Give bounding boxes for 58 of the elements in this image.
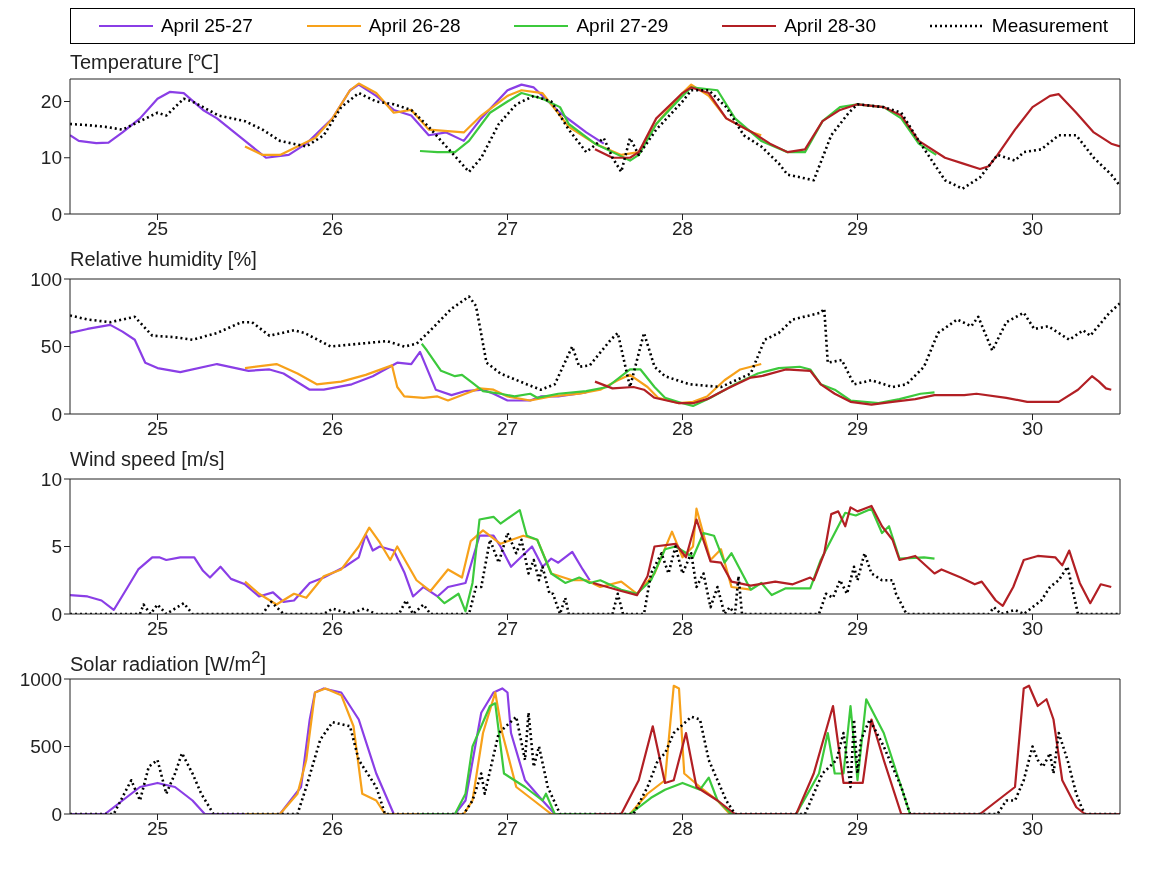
y-tick-label: 10 bbox=[40, 468, 62, 490]
legend-label: April 28-30 bbox=[784, 15, 877, 37]
line-series bbox=[593, 86, 1120, 171]
x-tick-label: 25 bbox=[146, 618, 169, 640]
y-tick-label: 20 bbox=[40, 91, 62, 113]
chart-title: Relative humidity [%] bbox=[70, 248, 258, 272]
line-series bbox=[592, 504, 1113, 607]
x-tick-label: 28 bbox=[671, 418, 694, 440]
legend-label: April 27-29 bbox=[576, 15, 669, 37]
line-series bbox=[70, 88, 1120, 190]
line-series bbox=[243, 507, 752, 606]
x-tick-label: 25 bbox=[146, 218, 169, 240]
y-tick-label: 1000 bbox=[19, 668, 62, 690]
legend-label: Measurement bbox=[991, 15, 1109, 37]
line-series bbox=[70, 533, 591, 612]
y-tick-label: 0 bbox=[51, 603, 62, 625]
line-series bbox=[593, 368, 1113, 406]
x-tick-label: 30 bbox=[1021, 818, 1044, 840]
line-series bbox=[243, 362, 763, 405]
x-tick-label: 28 bbox=[671, 818, 694, 840]
x-tick-label: 25 bbox=[146, 418, 169, 440]
x-tick-label: 25 bbox=[146, 818, 169, 840]
chart-title: Wind speed [m/s] bbox=[70, 448, 226, 472]
y-tick-label: 100 bbox=[30, 268, 62, 290]
x-tick-label: 30 bbox=[1021, 618, 1044, 640]
y-tick-label: 0 bbox=[51, 203, 62, 225]
line-series bbox=[418, 86, 938, 162]
y-tick-label: 50 bbox=[40, 336, 62, 358]
x-tick-label: 26 bbox=[321, 618, 344, 640]
x-tick-label: 27 bbox=[496, 418, 519, 440]
x-tick-label: 27 bbox=[496, 218, 519, 240]
y-tick-label: 10 bbox=[40, 147, 62, 169]
y-tick-label: 5 bbox=[51, 536, 62, 558]
legend-label: April 26-28 bbox=[368, 15, 461, 37]
x-tick-label: 26 bbox=[321, 818, 344, 840]
legend-label: April 25-27 bbox=[160, 15, 253, 37]
x-tick-label: 27 bbox=[496, 818, 519, 840]
line-series bbox=[243, 82, 763, 157]
x-tick-label: 30 bbox=[1021, 218, 1044, 240]
x-tick-label: 29 bbox=[846, 618, 869, 640]
x-tick-label: 28 bbox=[671, 218, 694, 240]
x-tick-label: 29 bbox=[846, 818, 869, 840]
y-tick-label: 0 bbox=[51, 803, 62, 825]
y-tick-label: 500 bbox=[30, 736, 62, 758]
x-tick-label: 29 bbox=[846, 218, 869, 240]
chart-title: Temperature [℃] bbox=[70, 50, 220, 73]
x-tick-label: 27 bbox=[496, 618, 519, 640]
y-tick-label: 0 bbox=[51, 403, 62, 425]
line-series bbox=[420, 342, 936, 407]
x-tick-label: 29 bbox=[846, 418, 869, 440]
x-tick-label: 26 bbox=[321, 218, 344, 240]
line-series bbox=[436, 507, 936, 613]
x-tick-label: 26 bbox=[321, 418, 344, 440]
chart-title: Solar radiation [W/m$^{2}$] bbox=[70, 648, 267, 675]
line-series bbox=[70, 295, 1120, 391]
x-tick-label: 28 bbox=[671, 618, 694, 640]
line-series bbox=[70, 83, 605, 159]
x-tick-label: 30 bbox=[1021, 418, 1044, 440]
